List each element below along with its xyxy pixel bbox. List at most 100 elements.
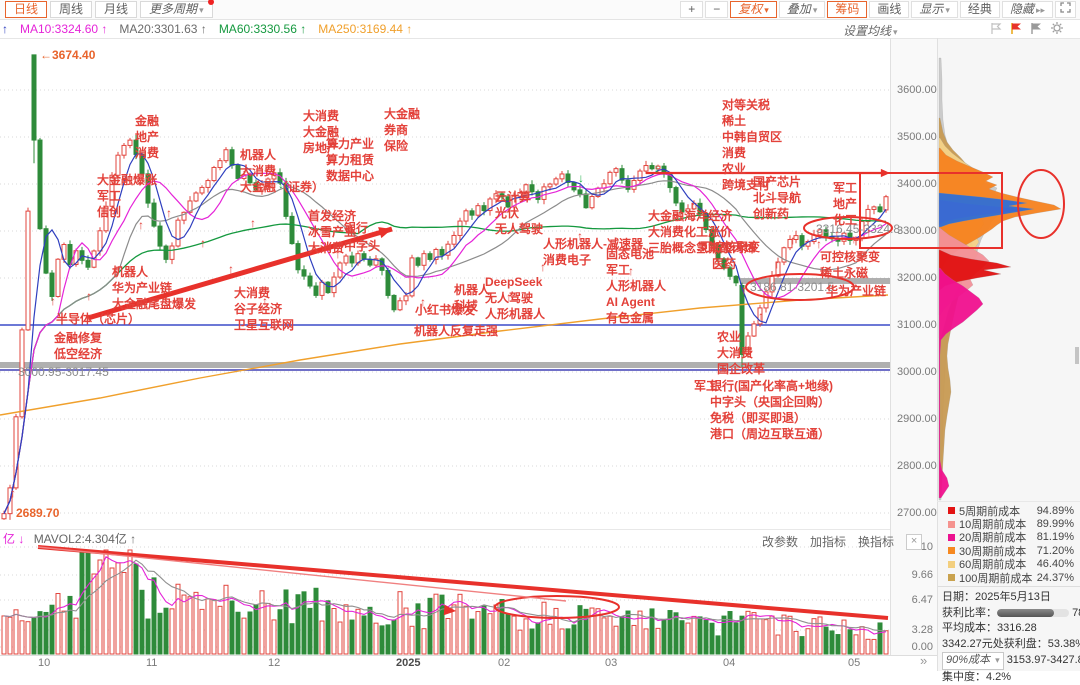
zoom-out-button[interactable]: − [705, 1, 729, 18]
cost-range-value: 3153.97-3427.88 [1006, 654, 1080, 667]
chart-annotation: 对等关税 稀土 中韩自贸区 消费 农业 跨境支付 [722, 98, 783, 192]
scrollbar-thumb [1075, 347, 1079, 364]
price-axis-label: 3000.00 [897, 366, 937, 378]
chevron-down-icon: ▾ [945, 5, 950, 15]
up-arrow-icon: ↑ [114, 262, 120, 276]
x-axis-label: 2025 [396, 657, 421, 669]
chart-annotation: 小红书爆发 [415, 303, 476, 317]
draw-line-button[interactable]: 画线 [869, 1, 910, 18]
ma-value-label: MA250:3169.44 ↑ [318, 22, 413, 36]
up-arrow-icon: ↑ [262, 294, 268, 308]
up-arrow-icon: ↑ [608, 236, 614, 250]
overlay-button[interactable]: 叠加 ▾ [778, 1, 826, 18]
chevron-down-icon: ▾ [199, 5, 204, 15]
change-params-button[interactable]: 改参数 [762, 535, 799, 549]
x-axis-label: 03 [605, 657, 618, 669]
legend-swatch [948, 533, 955, 541]
toolbar-secondary: ↑ MA10:3324.60 ↑ MA20:3301.63 ↑ MA60:3330.5… [0, 20, 1080, 38]
tab-daily[interactable]: 日线 [5, 1, 48, 18]
up-arrow-icon: ↑ [228, 262, 234, 276]
marker-icons [990, 21, 1064, 35]
legend-swatch [948, 547, 955, 555]
display-button[interactable]: 显示 ▾ [911, 1, 958, 18]
chart-annotation: 金融修复 低空经济 [54, 331, 103, 361]
x-axis-label: 04 [723, 657, 736, 669]
flag-outline-icon[interactable] [990, 22, 1003, 35]
cost-range-select[interactable]: 90%成本 ▾ [942, 652, 1004, 670]
chart-annotation: 机器人 大消费 大金融（证券） [240, 148, 325, 194]
set-ma-button[interactable]: 设置均线 ▾ [843, 22, 898, 39]
chart-annotation: 华为产业链 [826, 284, 887, 298]
hide-button[interactable]: 隐藏 ▸▸ [1001, 1, 1053, 18]
chart-annotation: 3000.95-3017.45 [18, 365, 109, 379]
price-axis-label: 3200.00 [897, 272, 937, 284]
down-arrow-icon: ↓ [278, 177, 284, 191]
tab-more-periods-label: 更多周期 [149, 2, 198, 16]
legend-label: 30周期前成本 [959, 545, 1027, 558]
chart-annotation: 金融 地产 消费 [135, 114, 160, 160]
chart-annotation: 首发经济 冰雪产业 大消费 [308, 209, 357, 255]
up-arrow-icon: ↑ [335, 247, 341, 261]
chart-annotation: 大消费 谷子经济 卫星互联网 [234, 286, 295, 332]
chart-annotation: 固态电池 军工 人形机器人 AI Agent 有色金属 [606, 247, 667, 325]
classic-button[interactable]: 经典 [959, 1, 1000, 18]
chart-annotation: 云计算 光伏 无人驾驶 [495, 190, 544, 236]
up-arrow-icon: ↑ [866, 225, 872, 239]
adjust-price-button[interactable]: 复权 ▾ [730, 1, 777, 18]
cost-range-select-label: 90%成本 [946, 654, 991, 667]
tab-weekly[interactable]: 周线 [50, 1, 93, 18]
up-arrow-icon: ↑ [690, 199, 696, 213]
legend-value: 94.89% [1036, 504, 1074, 517]
chart-annotation: 大金融爆涨 军工 信创 [97, 173, 158, 219]
legend-swatch [948, 507, 955, 515]
mavol1-label: 亿 ↓ [3, 532, 25, 546]
fullscreen-button[interactable] [1055, 1, 1076, 18]
up-arrow-icon: ↑ [851, 232, 857, 246]
price-axis-label: 3500.00 [897, 131, 937, 143]
avg-cost: 平均成本：3316.28 [942, 622, 1037, 635]
legend-label: 20周期前成本 [959, 532, 1027, 545]
chart-annotation: 可控核聚变 [700, 240, 761, 254]
profit-ratio-label: 获利比率： [942, 606, 997, 619]
price-axis-label: 3400.00 [897, 178, 937, 190]
up-arrow-icon: ↑ [540, 260, 546, 274]
chip-distribution-button[interactable]: 筹码 [827, 1, 868, 18]
chart-annotation: 军工 [694, 379, 719, 393]
chart-annotation: 3186.81-3201.5 [750, 280, 835, 294]
expand-icon[interactable]: » [920, 653, 928, 668]
set-ma-label: 设置均线 [843, 24, 892, 38]
legend-value: 81.19% [1036, 531, 1074, 544]
legend-value: 24.37% [1036, 571, 1074, 584]
legend-value: 71.20% [1036, 544, 1074, 557]
overlay-label: 叠加 [786, 2, 811, 16]
tab-monthly[interactable]: 月线 [95, 1, 138, 18]
legend-value: 89.99% [1036, 518, 1074, 531]
up-arrow-icon: ↑ [250, 216, 256, 230]
add-indicator-button[interactable]: 加指标 [810, 535, 847, 549]
chevron-down-icon: ▾ [812, 5, 818, 15]
up-arrow-icon: ↑ [741, 283, 747, 297]
period-tabs: 日线 周线 月线 更多周期 ▾ [5, 0, 214, 18]
chart-annotation: 机器人 科技 [454, 283, 491, 313]
switch-indicator-button[interactable]: 换指标 [858, 535, 895, 549]
gear-icon[interactable] [1050, 21, 1064, 35]
chart-annotation: 大金融 券商 保险 [384, 107, 421, 153]
flag-gray-icon[interactable] [1030, 22, 1043, 35]
x-axis-label: 11 [146, 657, 158, 669]
close-icon[interactable]: × [906, 533, 923, 550]
drawing-annotations [37, 168, 1065, 620]
x-axis-label: 05 [848, 657, 861, 669]
volume-axis-label: 3.28 [911, 624, 933, 636]
flag-red-icon[interactable] [1010, 22, 1023, 35]
zoom-in-button[interactable]: + [680, 1, 704, 18]
chart-annotation: 人形机器人-减速器 消费电子 [543, 237, 643, 267]
display-label: 显示 [919, 2, 944, 16]
tab-more-periods[interactable]: 更多周期 ▾ [140, 0, 214, 18]
chip-statistics: 日期：2025年5月13日 获利比率： 78.69% 平均成本：3316.28 … [938, 586, 1080, 685]
chart-annotation: DeepSeek 无人驾驶 人形机器人 [485, 275, 546, 321]
chart-annotation: 银行 [344, 221, 369, 235]
chart-annotation: 机器人 华为产业链 大金融尾盘爆发 [112, 265, 197, 311]
legend-label: 5周期前成本 [959, 505, 1021, 518]
chip-legend-row: 5周期前成本 94.89% [948, 504, 1074, 518]
